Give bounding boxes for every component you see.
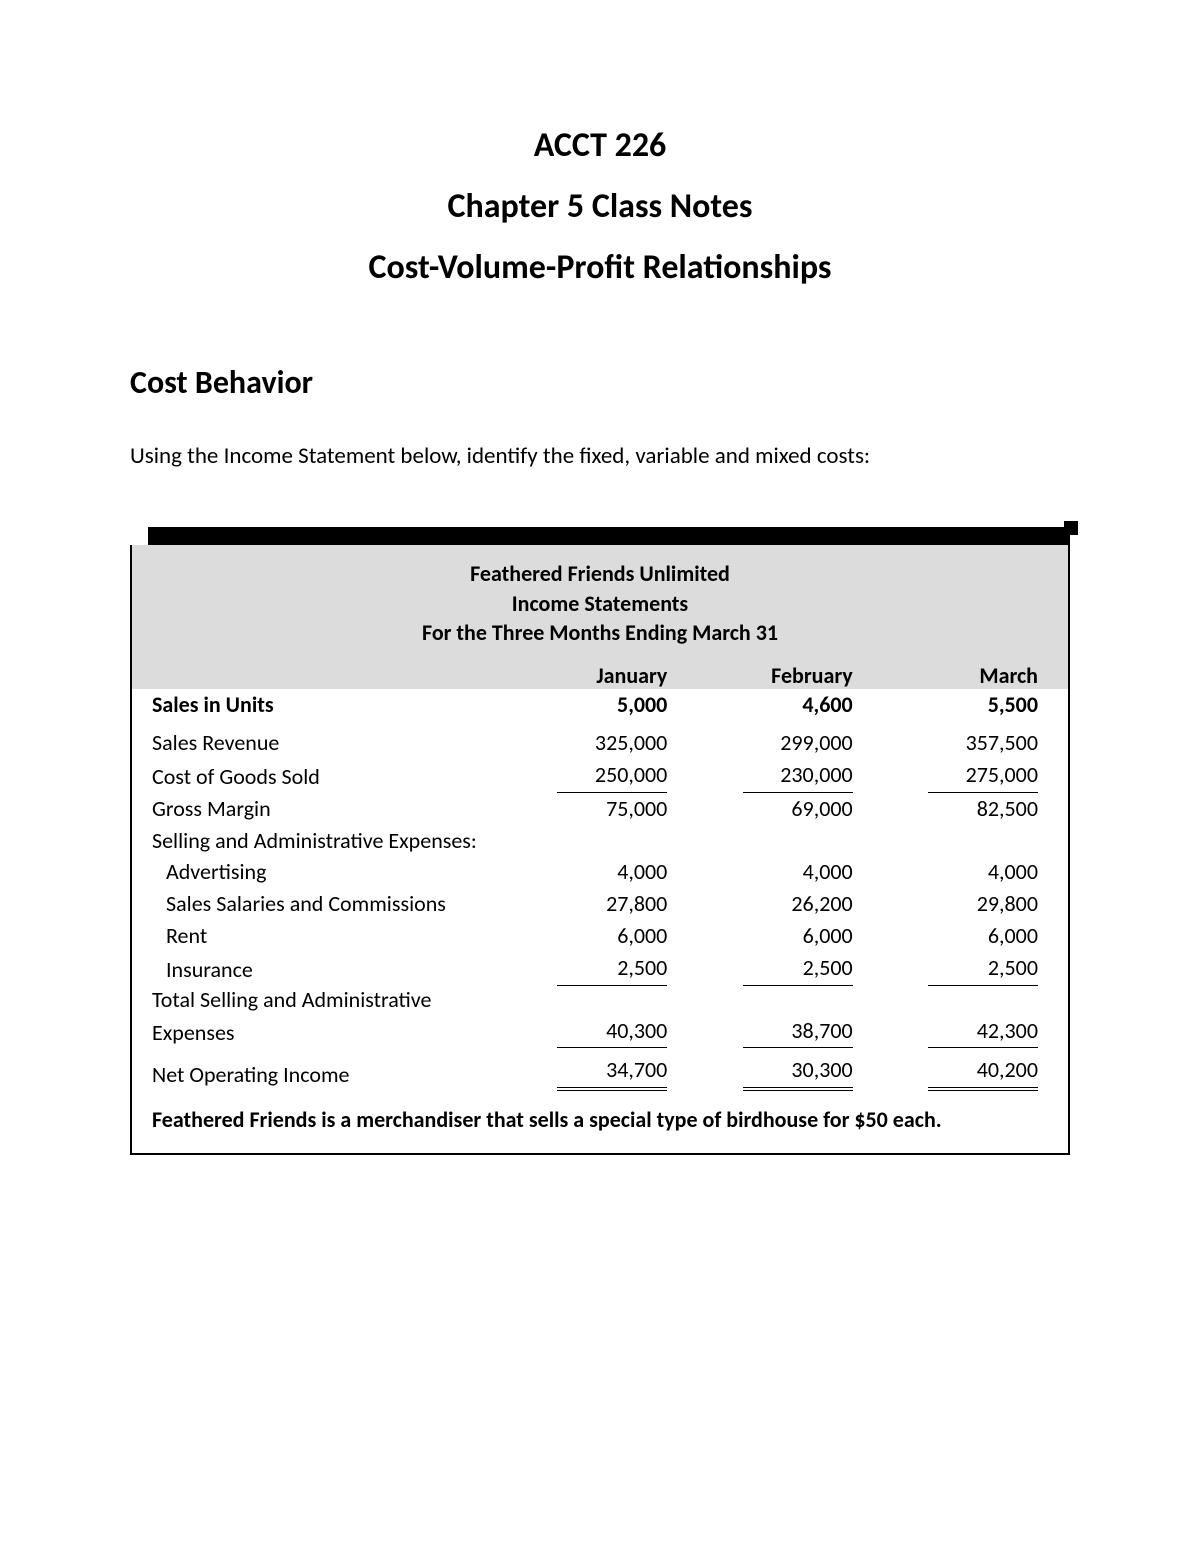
total-expenses-row: Expenses 40,300 38,700 42,300 (152, 1015, 1048, 1049)
sales-revenue-row: Sales Revenue 325,000 299,000 357,500 (152, 727, 1048, 759)
row-label: Insurance (152, 954, 512, 986)
section-heading: Cost Behavior (130, 363, 1070, 402)
col-header-january: January (512, 662, 697, 689)
net-income-label: Net Operating Income (152, 1059, 512, 1091)
cell: 230,000 (697, 759, 882, 793)
sales-units-feb: 4,600 (697, 689, 882, 721)
cell: 357,500 (883, 727, 1048, 759)
col-header-february: February (697, 662, 882, 689)
cell: 275,000 (883, 759, 1048, 793)
insurance-row: Insurance 2,500 2,500 2,500 (152, 952, 1048, 986)
rent-row: Rent 6,000 6,000 6,000 (152, 920, 1048, 952)
cell: 325,000 (512, 727, 697, 759)
cell: 26,200 (697, 888, 882, 920)
cell: 40,300 (512, 1015, 697, 1049)
cell: 6,000 (512, 920, 697, 952)
title-chapter: Chapter 5 Class Notes (130, 181, 1070, 232)
cell: 2,500 (512, 952, 697, 986)
sales-units-jan: 5,000 (512, 689, 697, 721)
table-border: Feathered Friends Unlimited Income State… (130, 545, 1070, 1155)
sales-units-row: Sales in Units 5,000 4,600 5,500 (152, 689, 1048, 721)
cell: 29,800 (883, 888, 1048, 920)
cell: 69,000 (697, 793, 882, 825)
gross-margin-row: Gross Margin 75,000 69,000 82,500 (152, 793, 1048, 825)
total-expenses-label2: Expenses (152, 1017, 512, 1049)
document-title-block: ACCT 226 Chapter 5 Class Notes Cost-Volu… (130, 120, 1070, 293)
cell: 4,000 (883, 856, 1048, 888)
cell: 4,000 (697, 856, 882, 888)
cell: 82,500 (883, 793, 1048, 825)
table-footnote: Feathered Friends is a merchandiser that… (152, 1105, 1048, 1135)
cell: 30,300 (697, 1054, 882, 1091)
statement-period: For the Three Months Ending March 31 (152, 618, 1048, 648)
cell: 2,500 (697, 952, 882, 986)
expenses-header: Selling and Administrative Expenses: (152, 825, 1048, 857)
cell: 40,200 (883, 1054, 1048, 1091)
table-body: Sales in Units 5,000 4,600 5,500 Sales R… (132, 689, 1068, 1153)
cell: 250,000 (512, 759, 697, 793)
cell: 4,000 (512, 856, 697, 888)
title-course: ACCT 226 (130, 120, 1070, 171)
title-topic: Cost-Volume-Profit Relationships (130, 242, 1070, 293)
col-spacer (152, 662, 512, 689)
cell: 27,800 (512, 888, 697, 920)
table-top-bar (148, 527, 1070, 545)
cell: 38,700 (697, 1015, 882, 1049)
advertising-row: Advertising 4,000 4,000 4,000 (152, 856, 1048, 888)
cell: 299,000 (697, 727, 882, 759)
cell: 34,700 (512, 1054, 697, 1091)
row-label: Sales Revenue (152, 727, 512, 759)
intro-paragraph: Using the Income Statement below, identi… (130, 442, 1070, 472)
row-label: Cost of Goods Sold (152, 761, 512, 793)
statement-type: Income Statements (152, 589, 1048, 619)
cell: 75,000 (512, 793, 697, 825)
row-label: Gross Margin (152, 793, 512, 825)
total-expenses-label1: Total Selling and Administrative (152, 986, 1048, 1015)
income-statement-table: Feathered Friends Unlimited Income State… (130, 527, 1070, 1155)
cell: 6,000 (697, 920, 882, 952)
col-header-march: March (883, 662, 1048, 689)
cell: 6,000 (883, 920, 1048, 952)
net-income-row: Net Operating Income 34,700 30,300 40,20… (152, 1054, 1048, 1091)
column-headers-row: January February March (132, 656, 1068, 689)
cogs-row: Cost of Goods Sold 250,000 230,000 275,0… (152, 759, 1048, 793)
table-title-header: Feathered Friends Unlimited Income State… (132, 545, 1068, 656)
cell: 42,300 (883, 1015, 1048, 1049)
sales-units-mar: 5,500 (883, 689, 1048, 721)
sales-units-label: Sales in Units (152, 689, 512, 721)
row-label: Rent (152, 920, 512, 952)
company-name: Feathered Friends Unlimited (152, 559, 1048, 589)
row-label: Sales Salaries and Commissions (152, 888, 512, 920)
cell: 2,500 (883, 952, 1048, 986)
row-label: Advertising (152, 856, 512, 888)
salaries-row: Sales Salaries and Commissions 27,800 26… (152, 888, 1048, 920)
